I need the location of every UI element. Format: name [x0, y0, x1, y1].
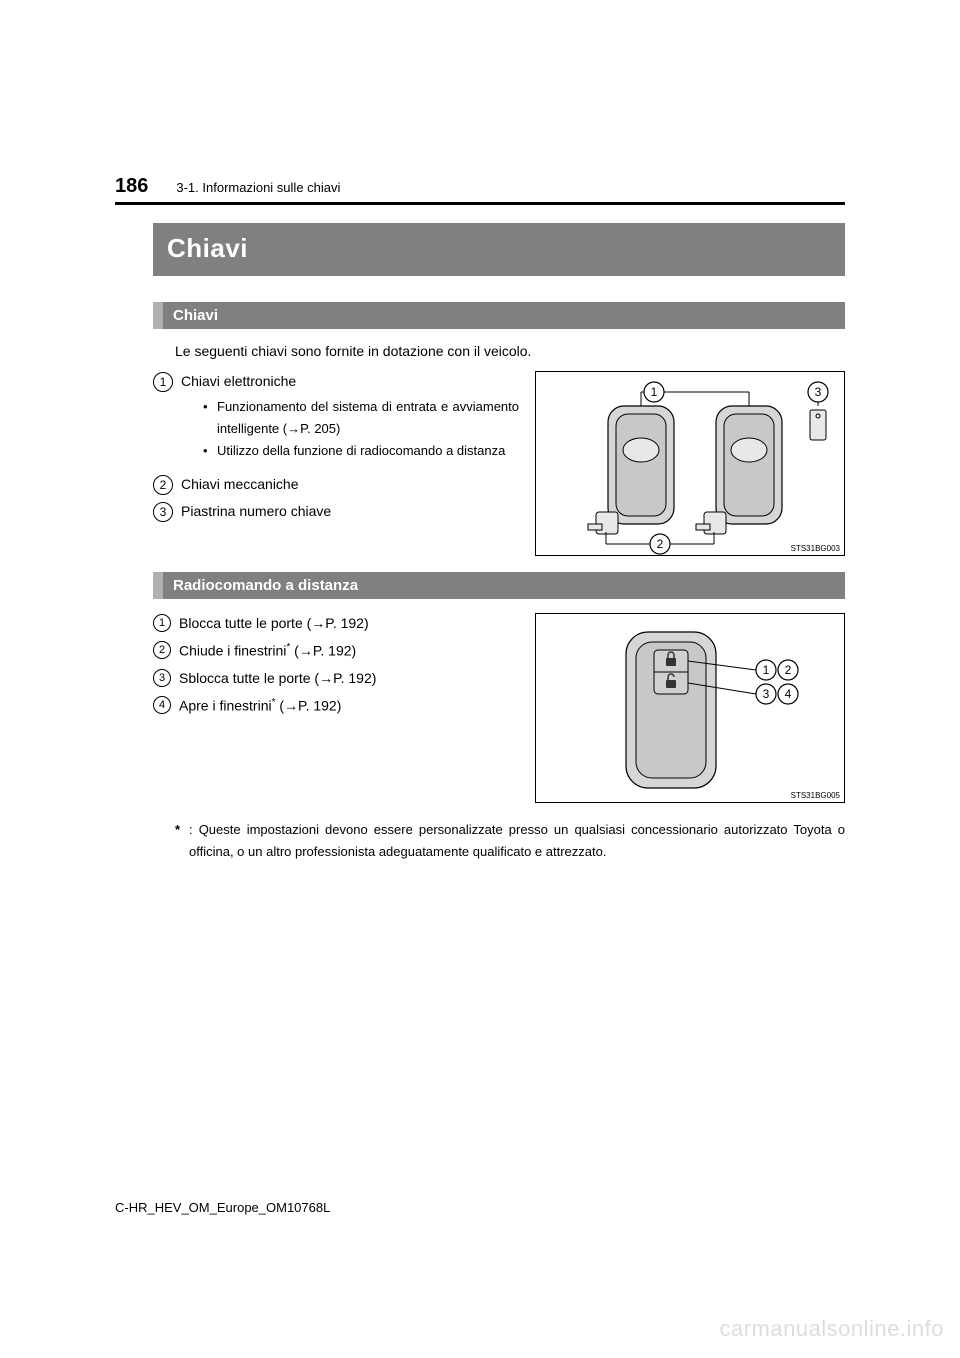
item-text-pre: Chiude i finestrini [179, 643, 286, 659]
list-item: 3 Sblocca tutte le porte (→P. 192) [153, 668, 519, 689]
figure-remote: 1 2 3 4 STS31BG005 [535, 613, 845, 803]
callout-2: 2 [785, 663, 792, 677]
page-number: 186 [115, 175, 148, 198]
page-content: 186 3-1. Informazioni sulle chiavi Chiav… [115, 175, 845, 863]
list-item: 2 Chiavi meccaniche [153, 474, 519, 495]
bullet-text: Funzionamento del sistema di entrata e a… [217, 396, 519, 440]
number-marker-icon: 4 [153, 696, 171, 714]
document-code: C-HR_HEV_OM_Europe_OM10768L [115, 1200, 330, 1215]
number-marker-icon: 1 [153, 372, 173, 392]
number-marker-icon: 1 [153, 614, 171, 632]
list-item: 1 Chiavi elettroniche • Funzionamento de… [153, 371, 519, 468]
number-marker-icon: 2 [153, 475, 173, 495]
item-label: Sblocca tutte le porte (→P. 192) [179, 668, 519, 689]
list-item: 1 Blocca tutte le porte (→P. 192) [153, 613, 519, 634]
callout-3: 3 [815, 385, 822, 399]
intro-text: Le seguenti chiavi sono fornite in dotaz… [175, 343, 845, 359]
item-label: Chiavi meccaniche [181, 474, 519, 495]
bullet-list: • Funzionamento del sistema di entrata e… [203, 396, 519, 462]
section2-figure: 1 2 3 4 STS31BG005 [535, 613, 845, 803]
bullet-item: • Funzionamento del sistema di entrata e… [203, 396, 519, 440]
item-text-pre: Apre i finestrini [179, 697, 272, 713]
item-text: Chiavi elettroniche [181, 373, 296, 389]
bullet-text: Utilizzo della funzione di radiocomando … [217, 440, 519, 462]
item-label: Blocca tutte le porte (→P. 192) [179, 613, 519, 634]
callout-3: 3 [763, 687, 770, 701]
keys-illustration-icon: 1 3 2 [536, 372, 846, 557]
bullet-item: • Utilizzo della funzione di radiocomand… [203, 440, 519, 462]
footnote: * : Queste impostazioni devono essere pe… [175, 819, 845, 863]
figure-code: STS31BG005 [791, 791, 840, 800]
page-header: 186 3-1. Informazioni sulle chiavi [115, 175, 845, 205]
number-marker-icon: 3 [153, 502, 173, 522]
section1-list: 1 Chiavi elettroniche • Funzionamento de… [153, 371, 519, 556]
star-icon: * [175, 819, 189, 863]
section1-body: 1 Chiavi elettroniche • Funzionamento de… [153, 371, 845, 556]
figure-code: STS31BG003 [791, 544, 840, 553]
figure-keys: 1 3 2 STS31BG003 [535, 371, 845, 556]
callout-1: 1 [763, 663, 770, 677]
callout-4: 4 [785, 687, 792, 701]
item-label: Apre i finestrini* (→P. 192) [179, 695, 519, 717]
section1-figure: 1 3 2 STS31BG003 [535, 371, 845, 556]
section2-body: 1 Blocca tutte le porte (→P. 192) 2 Chiu… [153, 613, 845, 803]
bullet-icon: • [203, 396, 217, 440]
list-item: 3 Piastrina numero chiave [153, 501, 519, 522]
subheading-chiavi: Chiavi [153, 302, 845, 329]
section-path: 3-1. Informazioni sulle chiavi [176, 180, 340, 195]
section2-list: 1 Blocca tutte le porte (→P. 192) 2 Chiu… [153, 613, 519, 803]
footnote-text: : Queste impostazioni devono essere pers… [189, 819, 845, 863]
callout-2: 2 [657, 537, 664, 551]
page-title: Chiavi [153, 223, 845, 276]
list-item: 4 Apre i finestrini* (→P. 192) [153, 695, 519, 717]
subheading-radiocomando: Radiocomando a distanza [153, 572, 845, 599]
callout-1: 1 [651, 385, 658, 399]
watermark: carmanualsonline.info [719, 1316, 944, 1342]
item-text-post: (→P. 192) [290, 643, 356, 659]
number-marker-icon: 3 [153, 669, 171, 687]
number-marker-icon: 2 [153, 641, 171, 659]
item-label: Piastrina numero chiave [181, 501, 519, 522]
item-label: Chiude i finestrini* (→P. 192) [179, 640, 519, 662]
item-text-post: (→P. 192) [276, 697, 342, 713]
bullet-icon: • [203, 440, 217, 462]
remote-illustration-icon: 1 2 3 4 [536, 614, 846, 804]
item-label: Chiavi elettroniche • Funzionamento del … [181, 371, 519, 468]
list-item: 2 Chiude i finestrini* (→P. 192) [153, 640, 519, 662]
